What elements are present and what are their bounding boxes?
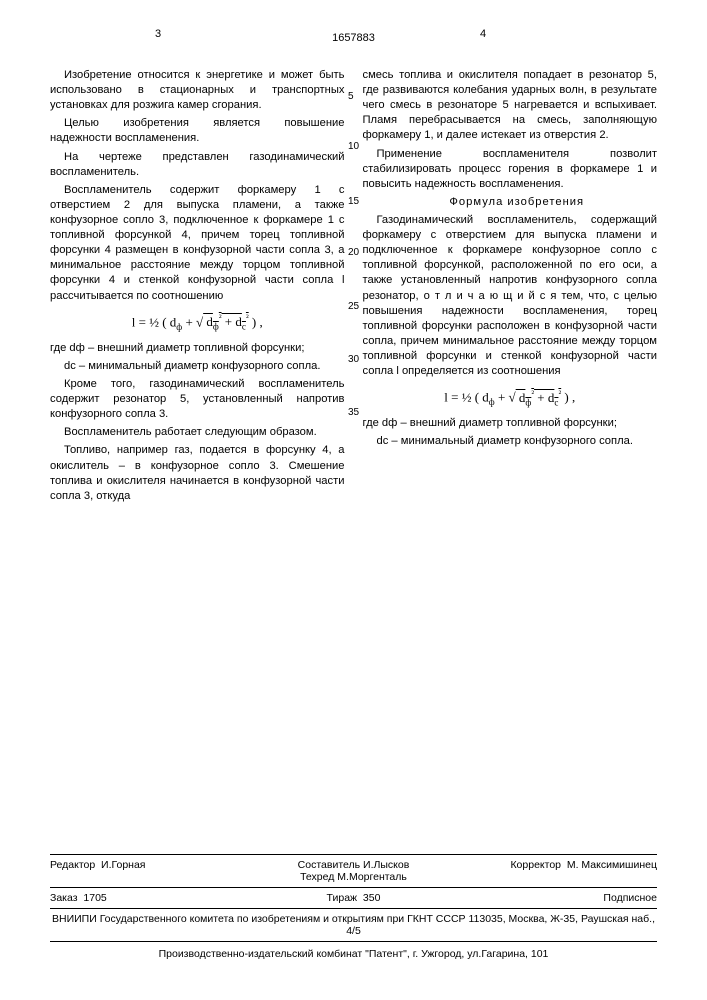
corrector-name: М. Максимишинец xyxy=(567,859,657,871)
compiler-name: И.Лысков xyxy=(363,859,409,871)
paragraph: Кроме того, газодинамический воспламенит… xyxy=(50,377,345,422)
where-clause: где dф – внешний диаметр топливной форсу… xyxy=(363,416,658,431)
footer-block: Редактор И.Горная Составитель И.Лысков Т… xyxy=(50,854,657,960)
patent-number: 1657883 xyxy=(332,32,375,44)
paragraph: Целью изобретения является повышение над… xyxy=(50,116,345,146)
line-number: 5 xyxy=(348,92,354,102)
editor-cell: Редактор И.Горная xyxy=(50,859,252,883)
footer-order-row: Заказ 1705 Тираж 350 Подписное xyxy=(50,888,657,909)
tiraz-cell: Тираж 350 xyxy=(252,892,454,904)
footer-printer: Производственно-издательский комбинат "П… xyxy=(50,942,657,960)
order-cell: Заказ 1705 xyxy=(50,892,252,904)
paragraph: смесь топлива и окислителя попадает в ре… xyxy=(363,68,658,144)
paragraph: Воспламенитель работает следующим образо… xyxy=(50,425,345,440)
main-content: Изобретение относится к энергетике и мож… xyxy=(0,56,707,507)
paragraph: Газодинамический воспламенитель, содержа… xyxy=(363,213,658,379)
line-number: 10 xyxy=(348,142,359,152)
left-column: Изобретение относится к энергетике и мож… xyxy=(50,68,345,507)
compiler-label: Составитель xyxy=(298,859,360,871)
page-number-left: 3 xyxy=(155,28,161,40)
paragraph: Изобретение относится к энергетике и мож… xyxy=(50,68,345,113)
line-number: 20 xyxy=(348,248,359,258)
page-header: 3 1657883 4 xyxy=(0,0,707,56)
editor-name: И.Горная xyxy=(101,859,145,871)
footer-address: ВНИИПИ Государственного комитета по изоб… xyxy=(50,909,657,942)
where-clause: где dф – внешний диаметр топливной форсу… xyxy=(50,341,345,356)
paragraph: Применение воспламенителя позволит стаби… xyxy=(363,147,658,192)
claims-title: Формула изобретения xyxy=(363,195,658,210)
corrector-label: Корректор xyxy=(510,859,561,871)
line-number: 35 xyxy=(348,408,359,418)
paragraph: На чертеже представлен газодинамический … xyxy=(50,150,345,180)
line-number: 15 xyxy=(348,197,359,207)
subscribed-cell: Подписное xyxy=(455,892,657,904)
paragraph: Топливо, например газ, подается в форсун… xyxy=(50,443,345,503)
page-number-right: 4 xyxy=(480,28,486,40)
formula-block: l = ½ ( dф + √ dф² + dс² ) , xyxy=(50,312,345,333)
corrector-cell: Корректор М. Максимишинец xyxy=(455,859,657,883)
line-number: 30 xyxy=(348,355,359,365)
editor-label: Редактор xyxy=(50,859,95,871)
line-number: 25 xyxy=(348,302,359,312)
where-clause: dс – минимальный диаметр конфузорного со… xyxy=(363,434,658,449)
right-column: смесь топлива и окислителя попадает в ре… xyxy=(363,68,658,507)
compiler-cell: Составитель И.Лысков Техред М.Моргенталь xyxy=(252,859,454,883)
footer-staff-row: Редактор И.Горная Составитель И.Лысков Т… xyxy=(50,854,657,888)
techred-label: Техред xyxy=(300,871,334,883)
where-clause: dс – минимальный диаметр конфузорного со… xyxy=(50,359,345,374)
techred-name: М.Моргенталь xyxy=(337,871,407,883)
formula-block: l = ½ ( dф + √ dф² + dс² ) , xyxy=(363,387,658,408)
paragraph: Воспламенитель содержит форкамеру 1 с от… xyxy=(50,183,345,304)
